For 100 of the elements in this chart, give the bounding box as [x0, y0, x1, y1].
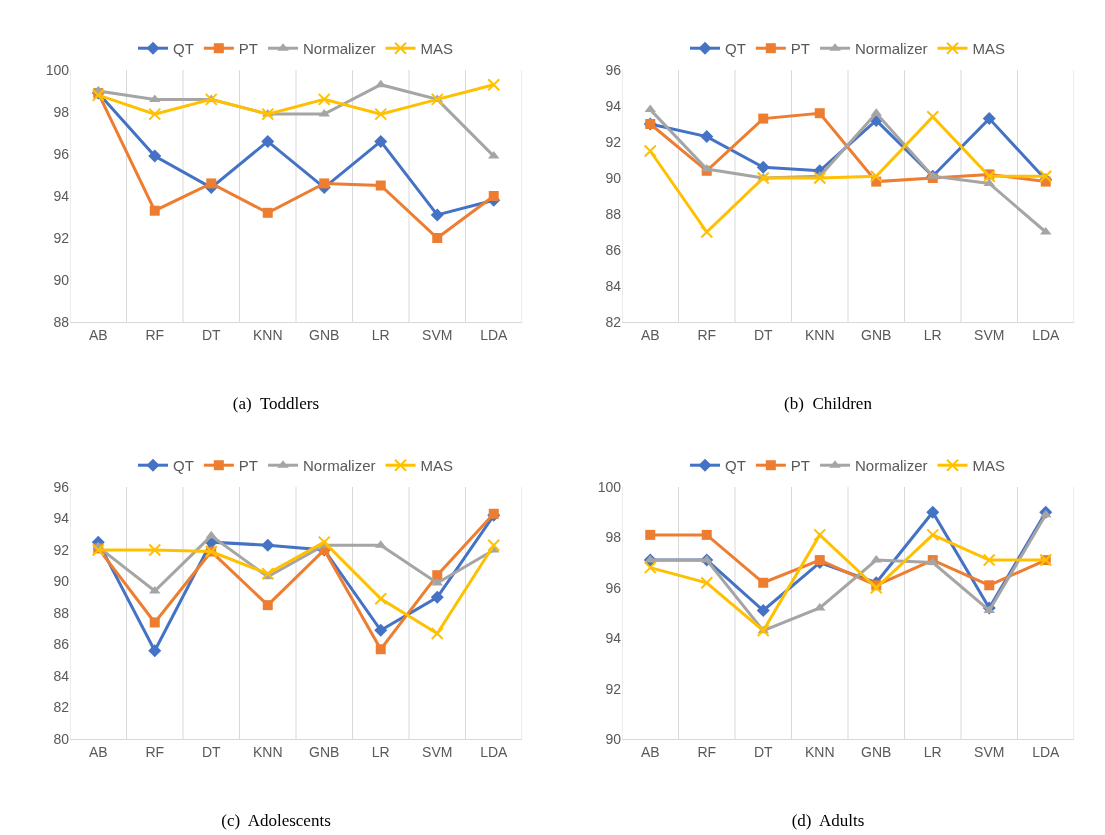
- x-tick-label: RF: [697, 326, 717, 343]
- legend-label: MAS: [972, 457, 1006, 475]
- point: [700, 225, 714, 239]
- point: [701, 529, 712, 540]
- y-tick-label: 96: [53, 478, 70, 495]
- point: [206, 178, 217, 189]
- legend-label: QT: [173, 40, 194, 58]
- x-tick-label: GNB: [861, 326, 892, 343]
- y-tick-label: 86: [605, 241, 622, 258]
- x-tick-label: LR: [371, 743, 390, 760]
- x-tick-label: LDA: [480, 743, 509, 760]
- legend-label: Normalizer: [855, 40, 928, 58]
- point: [700, 130, 714, 144]
- point: [813, 528, 827, 542]
- x-tick-label: LR: [923, 743, 942, 760]
- point: [926, 110, 940, 124]
- point: [758, 113, 769, 124]
- legend-label: QT: [173, 457, 194, 475]
- point: [814, 555, 825, 566]
- y-tick-label: 94: [53, 187, 70, 204]
- y-tick-label: 82: [605, 313, 622, 330]
- point: [926, 505, 940, 519]
- point: [262, 600, 273, 611]
- text: (c) Adolescents: [221, 810, 331, 830]
- point: [813, 171, 827, 185]
- point: [261, 107, 275, 121]
- x-tick-label: DT: [753, 326, 774, 343]
- point: [487, 78, 501, 92]
- y-tick-label: 100: [597, 478, 622, 495]
- legend-label: MAS: [972, 40, 1006, 58]
- y-tick-label: 98: [605, 529, 622, 546]
- x-tick-label: AB: [640, 326, 660, 343]
- y-tick-label: 96: [605, 579, 622, 596]
- text: (d) Adults: [791, 810, 865, 830]
- y-tick-label: 88: [53, 313, 70, 330]
- legend-label: MAS: [420, 40, 454, 58]
- point: [488, 191, 499, 201]
- y-tick-label: 92: [605, 133, 622, 150]
- y-tick-label: 100: [45, 61, 70, 78]
- point: [375, 180, 386, 191]
- y-tick-label: 96: [605, 61, 622, 78]
- point: [430, 626, 444, 640]
- y-tick-label: 90: [605, 169, 622, 186]
- point: [982, 553, 996, 567]
- point: [319, 178, 330, 189]
- point: [374, 623, 388, 637]
- y-tick-label: 94: [605, 630, 622, 647]
- x-tick-label: SVM: [422, 743, 453, 760]
- y-tick-label: 94: [53, 510, 70, 527]
- point: [432, 570, 443, 581]
- point: [982, 112, 996, 126]
- y-tick-label: 92: [53, 541, 70, 558]
- x-tick-label: LR: [371, 326, 390, 343]
- legend-label: Normalizer: [855, 457, 928, 475]
- x-tick-label: KNN: [804, 326, 835, 343]
- text: (a) Toddlers: [232, 393, 320, 413]
- point: [756, 171, 770, 185]
- point: [869, 169, 883, 183]
- point: [317, 92, 331, 106]
- point: [432, 233, 443, 243]
- point: [430, 92, 444, 106]
- point: [700, 576, 714, 590]
- point: [374, 107, 388, 121]
- point: [430, 590, 444, 604]
- y-tick-label: 90: [605, 730, 622, 747]
- x-tick-label: RF: [145, 326, 165, 343]
- y-tick-label: 92: [53, 229, 70, 246]
- point: [149, 205, 160, 216]
- x-tick-label: DT: [753, 743, 774, 760]
- legend-label: QT: [725, 40, 746, 58]
- x-tick-label: KNN: [252, 326, 283, 343]
- x-tick-label: LDA: [480, 326, 509, 343]
- legend-label: PT: [238, 457, 259, 475]
- y-tick-label: 96: [53, 145, 70, 162]
- x-tick-label: LDA: [1032, 326, 1061, 343]
- x-tick-label: KNN: [804, 743, 835, 760]
- x-tick-label: DT: [201, 743, 222, 760]
- point: [262, 207, 273, 218]
- x-tick-label: RF: [145, 743, 165, 760]
- x-tick-label: AB: [88, 743, 108, 760]
- y-tick-label: 98: [53, 103, 70, 120]
- point: [148, 107, 162, 121]
- point: [756, 160, 770, 174]
- x-tick-label: LR: [923, 326, 942, 343]
- x-tick-label: SVM: [974, 326, 1005, 343]
- text: (b) Children: [784, 393, 873, 413]
- point: [148, 543, 162, 557]
- point: [317, 535, 331, 549]
- y-tick-label: 90: [53, 573, 70, 590]
- x-tick-label: LDA: [1032, 743, 1061, 760]
- point: [643, 561, 657, 575]
- point: [374, 592, 388, 606]
- y-tick-label: 88: [53, 604, 70, 621]
- point: [756, 624, 770, 638]
- legend-label: PT: [790, 40, 811, 58]
- point: [261, 538, 275, 552]
- x-tick-label: AB: [88, 326, 108, 343]
- x-tick-label: SVM: [422, 326, 453, 343]
- y-tick-label: 84: [605, 277, 622, 294]
- point: [926, 528, 940, 542]
